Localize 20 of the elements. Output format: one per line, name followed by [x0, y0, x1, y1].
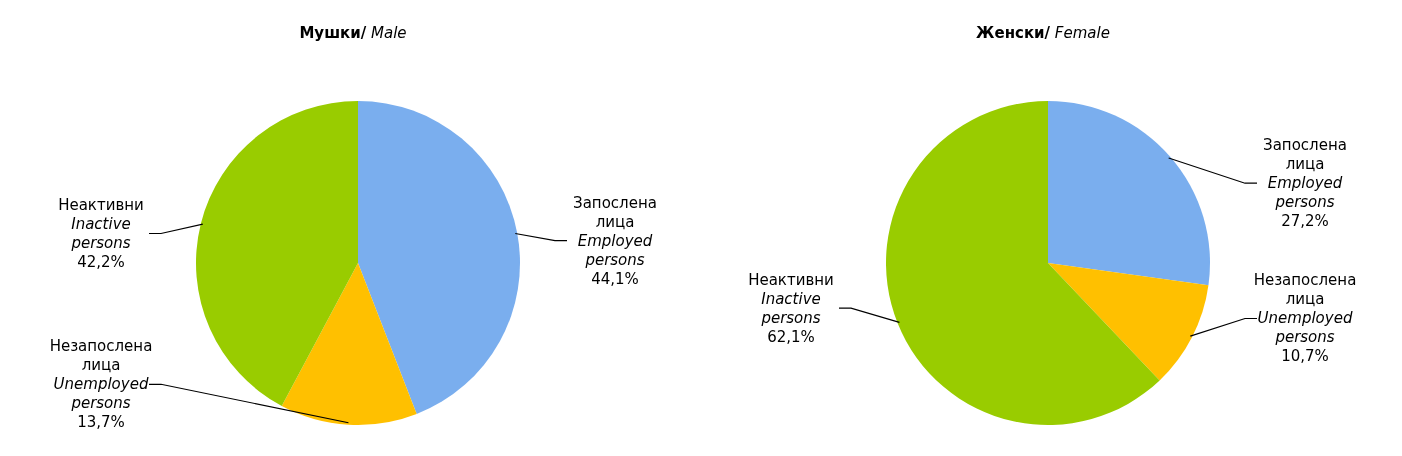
pie-slice	[196, 101, 358, 406]
data-label: 42,2%	[77, 253, 125, 272]
slice-label: Запослена лица Employed persons	[1263, 136, 1347, 212]
pie-slice	[281, 263, 417, 425]
slice-label: Неактивни Inactive persons	[58, 196, 144, 253]
pie-slice	[1048, 101, 1210, 286]
data-label: 44,1%	[591, 269, 639, 288]
data-label: 13,7%	[77, 413, 125, 432]
slice-label: Незапослена лица Unemployed persons	[49, 337, 153, 413]
data-label: 62,1%	[767, 327, 815, 346]
slice-label: Неактивни Inactive persons	[748, 270, 834, 327]
pie-slice	[1048, 263, 1209, 381]
data-label: 27,2%	[1281, 212, 1329, 231]
pie-slice	[886, 101, 1160, 425]
slice-label: Запослена лица Employed persons	[573, 193, 657, 269]
chart-title: Женски/ Female	[976, 24, 1110, 42]
chart-title: Мушки/ Male	[299, 24, 407, 42]
data-label: 10,7%	[1281, 347, 1329, 366]
slice-label: Незапослена лица Unemployed persons	[1253, 271, 1357, 347]
pie-slice	[358, 101, 520, 414]
